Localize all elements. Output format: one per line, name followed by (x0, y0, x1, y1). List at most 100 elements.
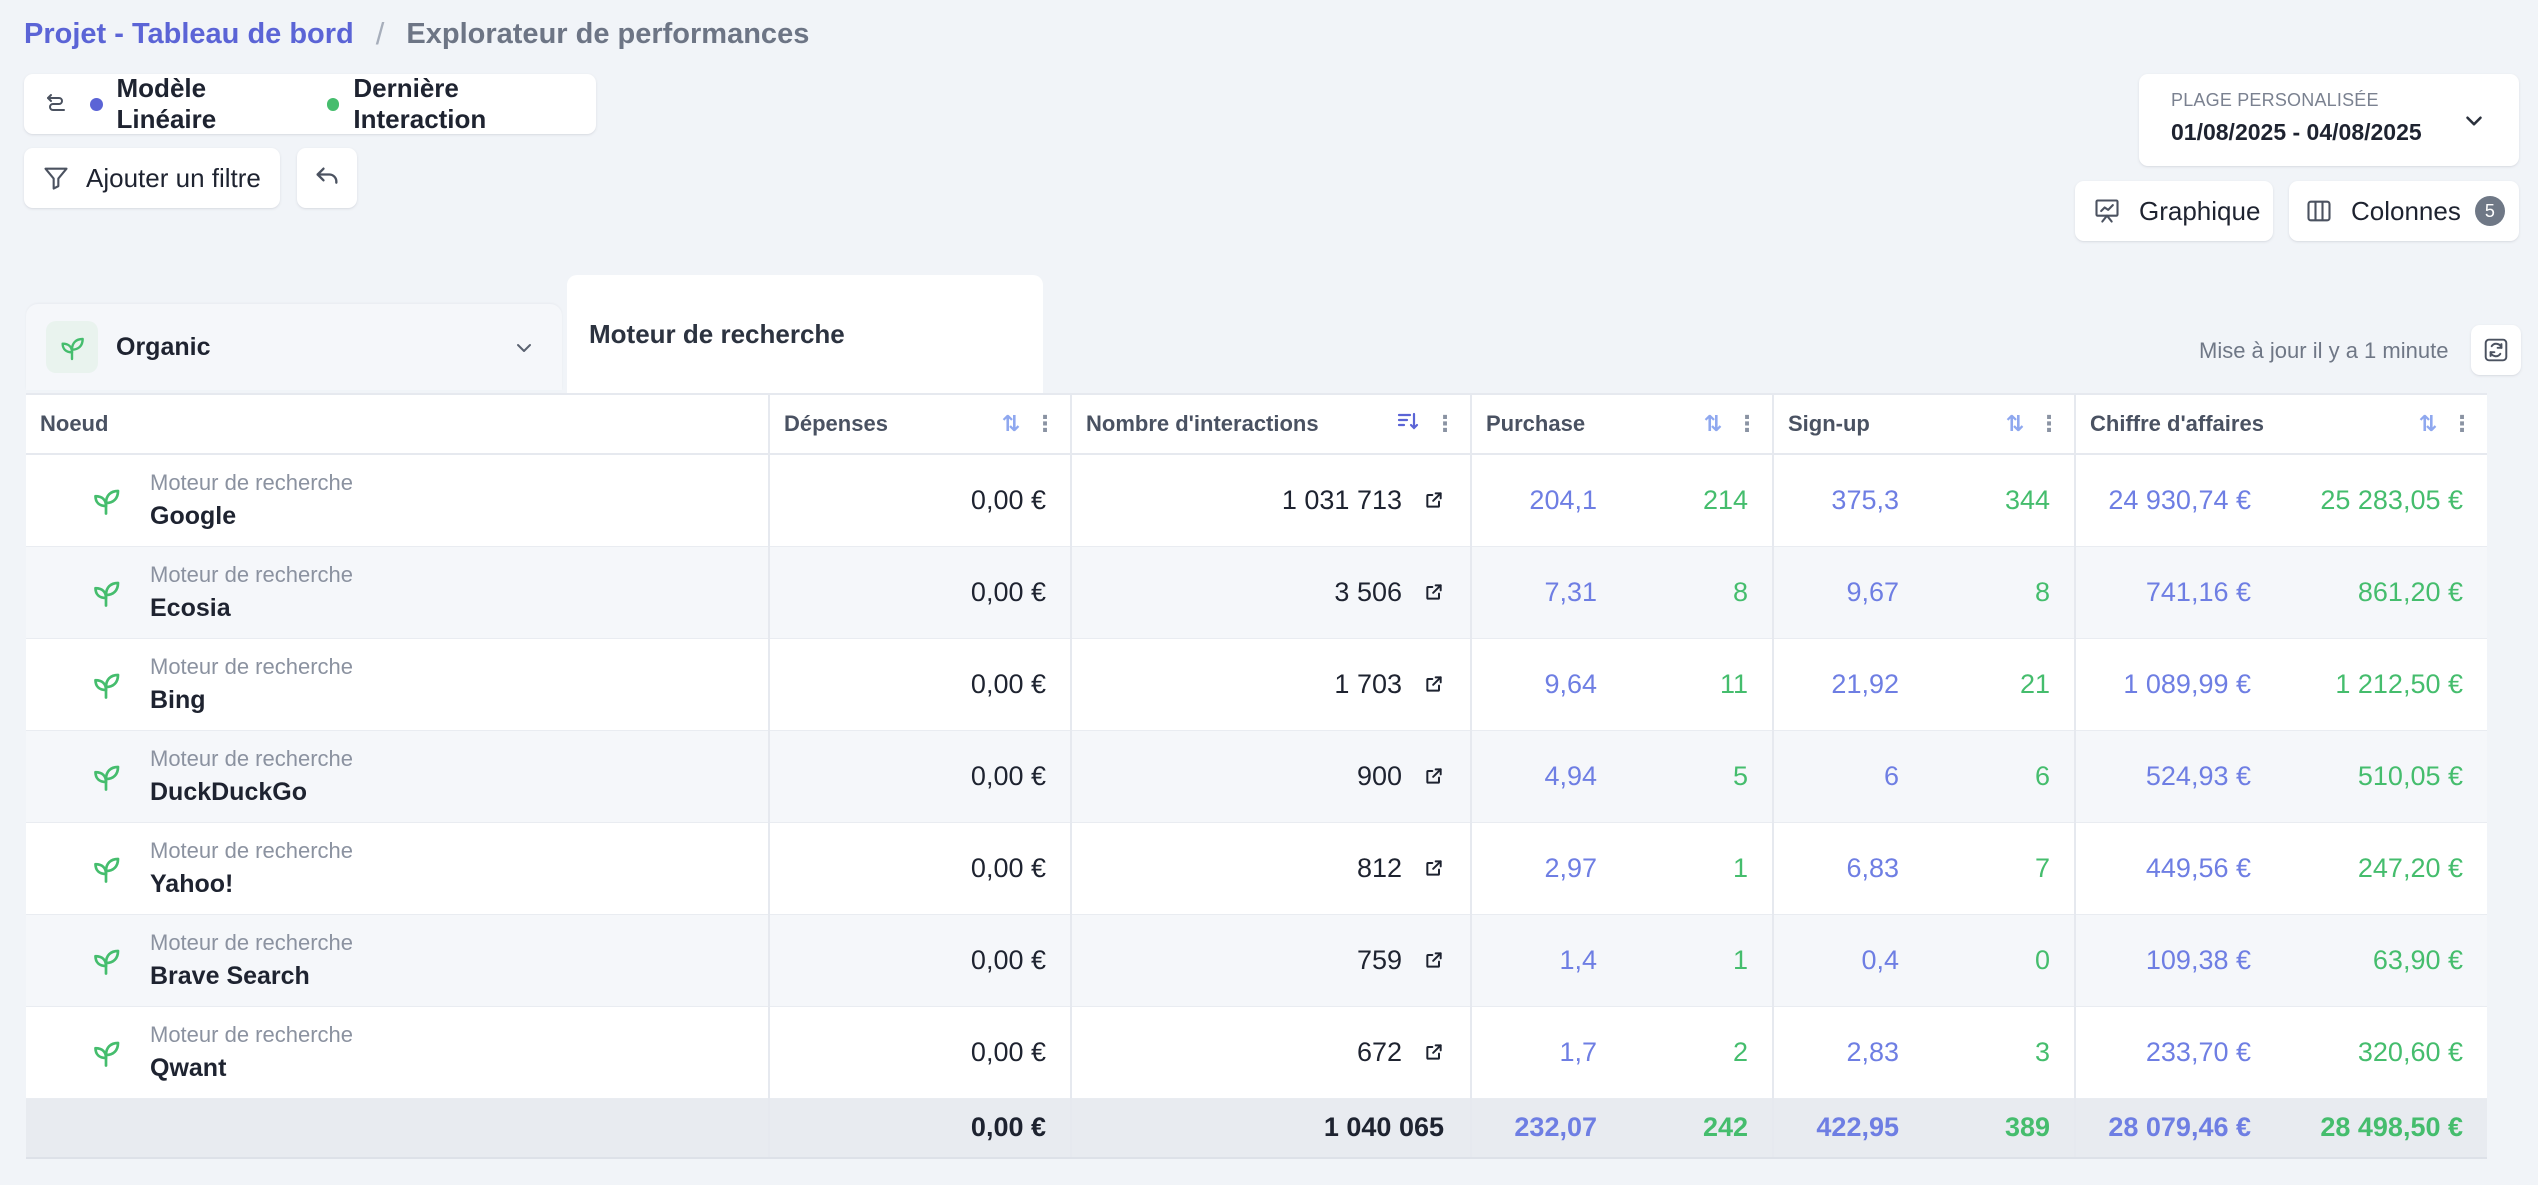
column-header-interactions[interactable]: Nombre d'interactions ⋮ (1071, 393, 1472, 455)
chevron-down-icon (512, 336, 536, 365)
refresh-icon (2483, 337, 2509, 363)
node-type: Moteur de recherche (150, 1021, 353, 1047)
revenue-last-cell: 1 212,50 € (2275, 638, 2487, 731)
table-row[interactable]: Moteur de recherche Ecosia 0,00 € 3 506 … (26, 546, 2487, 639)
node-type: Moteur de recherche (150, 745, 353, 771)
date-range-value: 01/08/2025 - 04/08/2025 (2171, 119, 2422, 145)
signup-last-cell: 344 (1923, 454, 2076, 547)
purchase-linear-cell: 204,1 (1471, 454, 1621, 547)
column-header-spend[interactable]: Dépenses ⇅ ⋮ (769, 393, 1072, 455)
node-name: Qwant (150, 1053, 227, 1082)
sort-descending-icon[interactable] (1396, 409, 1420, 439)
filter-icon (42, 164, 70, 192)
sort-icon[interactable]: ⇅ (1703, 411, 1722, 436)
undo-button[interactable] (297, 148, 357, 208)
attribution-models-button[interactable]: Modèle Linéaire Dernière Interaction (24, 73, 596, 134)
revenue-last-cell: 861,20 € (2275, 546, 2487, 639)
totals-row: 0,00 €1 040 065 232,07 242 422,95 389 28 079,… (26, 1098, 2487, 1159)
signup-last-cell: 3 (1923, 1006, 2076, 1099)
more-vertical-icon[interactable]: ⋮ (1034, 411, 1056, 436)
column-header-revenue[interactable]: Chiffre d'affaires ⇅ ⋮ (2075, 393, 2487, 455)
node-cell: Moteur de recherche Google (26, 454, 770, 547)
interactions-value: 1 031 713 (1281, 484, 1402, 515)
columns-count-badge: 5 (2474, 196, 2505, 226)
interactions-value: 672 (1356, 1036, 1402, 1067)
signup-linear-cell: 21,92 (1773, 638, 1923, 731)
purchase-last-cell: 8 (1621, 546, 1774, 639)
table-row[interactable]: Moteur de recherche Qwant 0,00 € 672 1,7… (26, 1006, 2487, 1099)
more-vertical-icon[interactable]: ⋮ (1434, 411, 1456, 436)
external-link-icon[interactable] (1424, 766, 1444, 786)
leaf-icon (88, 1034, 124, 1070)
node-cell: Moteur de recherche Ecosia (26, 546, 770, 639)
purchase-last-cell: 1 (1621, 822, 1774, 915)
external-link-icon[interactable] (1424, 674, 1444, 694)
interactions-cell: 759 (1071, 914, 1472, 1007)
interactions-value: 759 (1356, 944, 1402, 975)
sort-icon[interactable]: ⇅ (2418, 411, 2437, 436)
table-row[interactable]: Moteur de recherche Google 0,00 € 1 031 … (26, 454, 2487, 547)
refresh-button[interactable] (2471, 325, 2521, 375)
column-header-interactions-label: Nombre d'interactions (1086, 411, 1319, 436)
revenue-linear-cell: 109,38 € (2075, 914, 2275, 1007)
node-type: Moteur de recherche (150, 561, 353, 587)
table-row[interactable]: Moteur de recherche Bing 0,00 € 1 703 9,… (26, 638, 2487, 731)
column-header-signup[interactable]: Sign-up ⇅ ⋮ (1773, 393, 2076, 455)
column-header-purchase[interactable]: Purchase ⇅ ⋮ (1471, 393, 1774, 455)
spend-cell: 0,00 € (769, 914, 1072, 1007)
leaf-icon (46, 321, 98, 373)
table-row[interactable]: Moteur de recherche Yahoo! 0,00 € 812 2,… (26, 822, 2487, 915)
more-vertical-icon[interactable]: ⋮ (2451, 411, 2473, 436)
more-vertical-icon[interactable]: ⋮ (1736, 411, 1758, 436)
node-type: Moteur de recherche (150, 837, 353, 863)
total-revenue-last-cell: 28 498,50 € (2275, 1098, 2487, 1159)
node-cell: Moteur de recherche Brave Search (26, 914, 770, 1007)
interactions-cell: 812 (1071, 822, 1472, 915)
signup-last-cell: 8 (1923, 546, 2076, 639)
external-link-icon[interactable] (1424, 858, 1444, 878)
chart-button[interactable]: Graphique (2075, 181, 2273, 241)
external-link-icon[interactable] (1424, 950, 1444, 970)
node-cell: Moteur de recherche Yahoo! (26, 822, 770, 915)
column-header-purchase-label: Purchase (1486, 411, 1586, 436)
more-vertical-icon[interactable]: ⋮ (2038, 411, 2060, 436)
purchase-linear-cell: 4,94 (1471, 730, 1621, 823)
column-header-node[interactable]: Noeud (26, 393, 770, 455)
signup-last-cell: 21 (1923, 638, 2076, 731)
leaf-icon (88, 942, 124, 978)
revenue-last-cell: 510,05 € (2275, 730, 2487, 823)
spend-cell: 0,00 € (769, 822, 1072, 915)
spend-cell: 0,00 € (769, 638, 1072, 731)
external-link-icon[interactable] (1424, 1042, 1444, 1062)
add-filter-button[interactable]: Ajouter un filtre (24, 148, 280, 208)
node-name: Yahoo! (150, 869, 234, 898)
sort-icon[interactable]: ⇅ (2005, 411, 2024, 436)
swap-icon (42, 90, 70, 118)
undo-icon (313, 164, 341, 192)
columns-label: Colonnes (2351, 195, 2461, 226)
breadcrumb-project-link[interactable]: Projet - Tableau de bord (24, 17, 354, 50)
sort-icon[interactable]: ⇅ (1001, 411, 1020, 436)
external-link-icon[interactable] (1424, 582, 1444, 602)
total-purchase-linear-cell: 232,07 (1471, 1098, 1621, 1159)
tab-moteur-de-recherche[interactable]: Moteur de recherche (567, 275, 1043, 393)
model1-dot (89, 97, 103, 111)
table-row[interactable]: Moteur de recherche DuckDuckGo 0,00 € 90… (26, 730, 2487, 823)
model2-label: Dernière Interaction (353, 73, 487, 134)
last-updated-text: Mise à jour il y a 1 minute (2199, 338, 2449, 363)
table-row[interactable]: Moteur de recherche Brave Search 0,00 € … (26, 914, 2487, 1007)
date-range-label: PLAGE PERSONALISÉE (2171, 90, 2379, 110)
group-selector[interactable]: Organic (26, 304, 562, 390)
interactions-cell: 1 031 713 (1071, 454, 1472, 547)
signup-linear-cell: 375,3 (1773, 454, 1923, 547)
revenue-last-cell: 320,60 € (2275, 1006, 2487, 1099)
external-link-icon[interactable] (1424, 490, 1444, 510)
interactions-cell: 3 506 (1071, 546, 1472, 639)
totals-label-cell (26, 1098, 770, 1159)
column-header-revenue-label: Chiffre d'affaires (2090, 411, 2264, 436)
revenue-linear-cell: 233,70 € (2075, 1006, 2275, 1099)
columns-button[interactable]: Colonnes 5 (2289, 181, 2519, 241)
date-range-picker[interactable]: PLAGE PERSONALISÉE 01/08/2025 - 04/08/20… (2139, 74, 2519, 166)
signup-linear-cell: 0,4 (1773, 914, 1923, 1007)
revenue-linear-cell: 449,56 € (2075, 822, 2275, 915)
